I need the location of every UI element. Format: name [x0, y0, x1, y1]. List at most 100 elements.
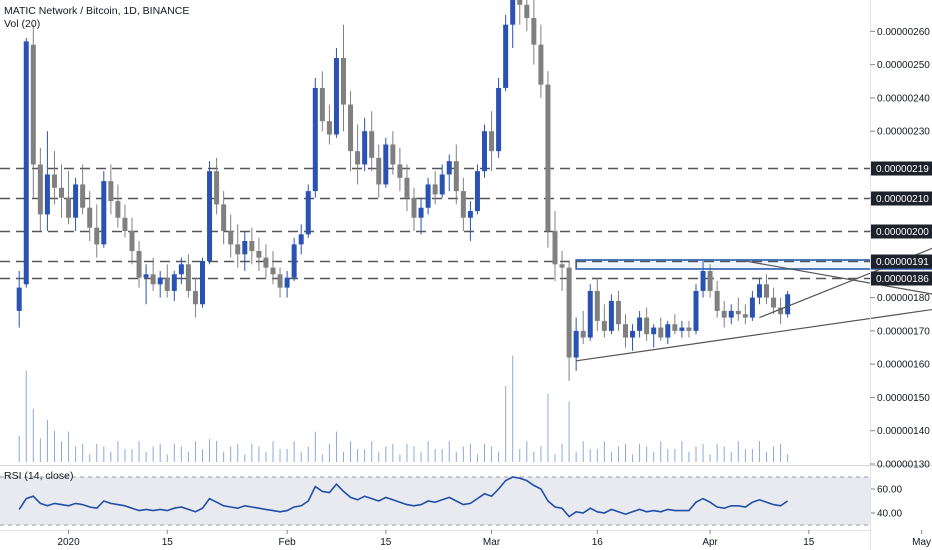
level-price-label: 0.00000191 [876, 257, 929, 268]
time-tick-label: Feb [278, 537, 296, 548]
time-axis[interactable]: 202015Feb15Mar16Apr15May18Jun15 [0, 530, 932, 548]
candle-body-down [228, 231, 234, 245]
candles [16, 0, 791, 381]
candle-body-up [44, 174, 50, 215]
candle-body-down [37, 164, 43, 215]
candle-body-up [312, 87, 318, 192]
candle-body-up [200, 260, 205, 305]
candle-body-up [467, 211, 473, 218]
candle-body-down [326, 121, 332, 135]
price-tick-label: 0.00000180 [877, 293, 930, 304]
price-axis[interactable]: 0.00000130 0.00000140 0.00000150 0.00000160… [870, 0, 932, 550]
candle-body-down [658, 327, 664, 338]
candle-body-up [630, 330, 636, 338]
candle-body-down [397, 164, 403, 178]
candle-body-down [235, 244, 241, 255]
level-price-box [871, 271, 932, 286]
candle-body-down [623, 324, 628, 338]
candle-body-down [376, 157, 382, 185]
candle-body-down [185, 264, 191, 291]
candle-body-up [665, 324, 671, 338]
candle-body-up [679, 327, 685, 331]
candle-body-down [559, 264, 565, 268]
candle-body-down [87, 207, 93, 228]
candle-body-up [587, 290, 593, 338]
candle-body-down [66, 197, 72, 218]
price-tick-label: 0.00000230 [877, 127, 930, 138]
price-tick-label: 0.00000140 [877, 426, 930, 437]
price-tick-label: 0.00000150 [877, 393, 930, 404]
candle-body-up [503, 24, 509, 88]
candle-body-down [115, 201, 121, 218]
level-price-box [871, 224, 932, 239]
candle-body-up [101, 181, 107, 245]
candle-body-up [482, 131, 487, 172]
candle-body-up [16, 287, 22, 311]
time-tick-label: 15 [803, 537, 815, 548]
time-tick-label: Mar [483, 537, 501, 548]
time-tick-label: 2020 [57, 537, 80, 548]
candle-body-down [735, 310, 741, 315]
price-tick-label: 0.00000130 [877, 460, 930, 471]
candle-body-down [136, 251, 142, 278]
candle-body-up [305, 191, 311, 235]
candle-body-up [693, 290, 699, 331]
candle-body-up [333, 57, 339, 135]
candle-body-down [531, 18, 537, 45]
price-tick-label: 0.00000250 [877, 60, 930, 71]
candle-body-down [122, 217, 128, 232]
candle-body-down [263, 257, 269, 268]
candle-body-down [129, 231, 135, 252]
level-price-box [871, 161, 932, 176]
candle-body-up [23, 41, 29, 285]
time-tick-label: Apr [702, 537, 718, 548]
candle-body-down [672, 324, 678, 331]
candle-body-down [214, 171, 220, 205]
candle-body-up [143, 274, 149, 278]
candle-body-up [756, 284, 762, 298]
candle-body-down [644, 317, 650, 335]
candle-body-up [608, 300, 614, 331]
candle-body-up [242, 241, 248, 255]
candle-body-up [291, 244, 297, 278]
rsi-label: RSI (14, close) [4, 470, 74, 482]
candle-body-down [411, 197, 417, 218]
candle-body-down [277, 274, 283, 288]
candle-body-down [778, 307, 784, 315]
candle-body-up [510, 0, 516, 25]
candle-body-down [249, 241, 255, 252]
candle-body-up [362, 131, 368, 165]
candle-body-up [298, 234, 304, 245]
trend-line [576, 308, 932, 362]
level-price-label: 0.00000219 [876, 164, 929, 175]
candle-body-down [59, 187, 64, 198]
price-tick-label: 0.00000260 [877, 27, 930, 38]
candle-body-down [714, 290, 720, 311]
horizontal-levels [0, 167, 870, 280]
candle-body-down [489, 131, 495, 152]
candle-body-down [341, 57, 346, 105]
candle-body-up [157, 277, 163, 285]
level-price-label: 0.00000186 [876, 274, 929, 285]
price-tick-label: 0.00000240 [877, 93, 930, 104]
candle-body-up [651, 327, 657, 335]
candle-body-down [51, 174, 57, 188]
level-price-box [871, 254, 932, 269]
candle-body-down [80, 184, 86, 208]
candle-body-up [171, 274, 177, 291]
candle-body-down [721, 310, 727, 318]
candle-body-down [686, 327, 692, 331]
symbol-title: MATIC Network / Bitcoin, 1D, BINANCE [4, 5, 190, 17]
candle-body-up [284, 277, 290, 288]
candle-body-up [474, 171, 480, 212]
candle-body-down [594, 290, 600, 321]
candle-body-up [207, 171, 213, 261]
candle-body-down [517, 0, 523, 5]
candle-body-down [164, 277, 170, 291]
candle-body-down [319, 87, 325, 122]
candle-body-up [446, 161, 452, 175]
candle-body-up [73, 184, 79, 218]
candle-body-up [439, 174, 445, 195]
candle-body-down [348, 104, 354, 152]
candle-body-up [700, 270, 706, 291]
